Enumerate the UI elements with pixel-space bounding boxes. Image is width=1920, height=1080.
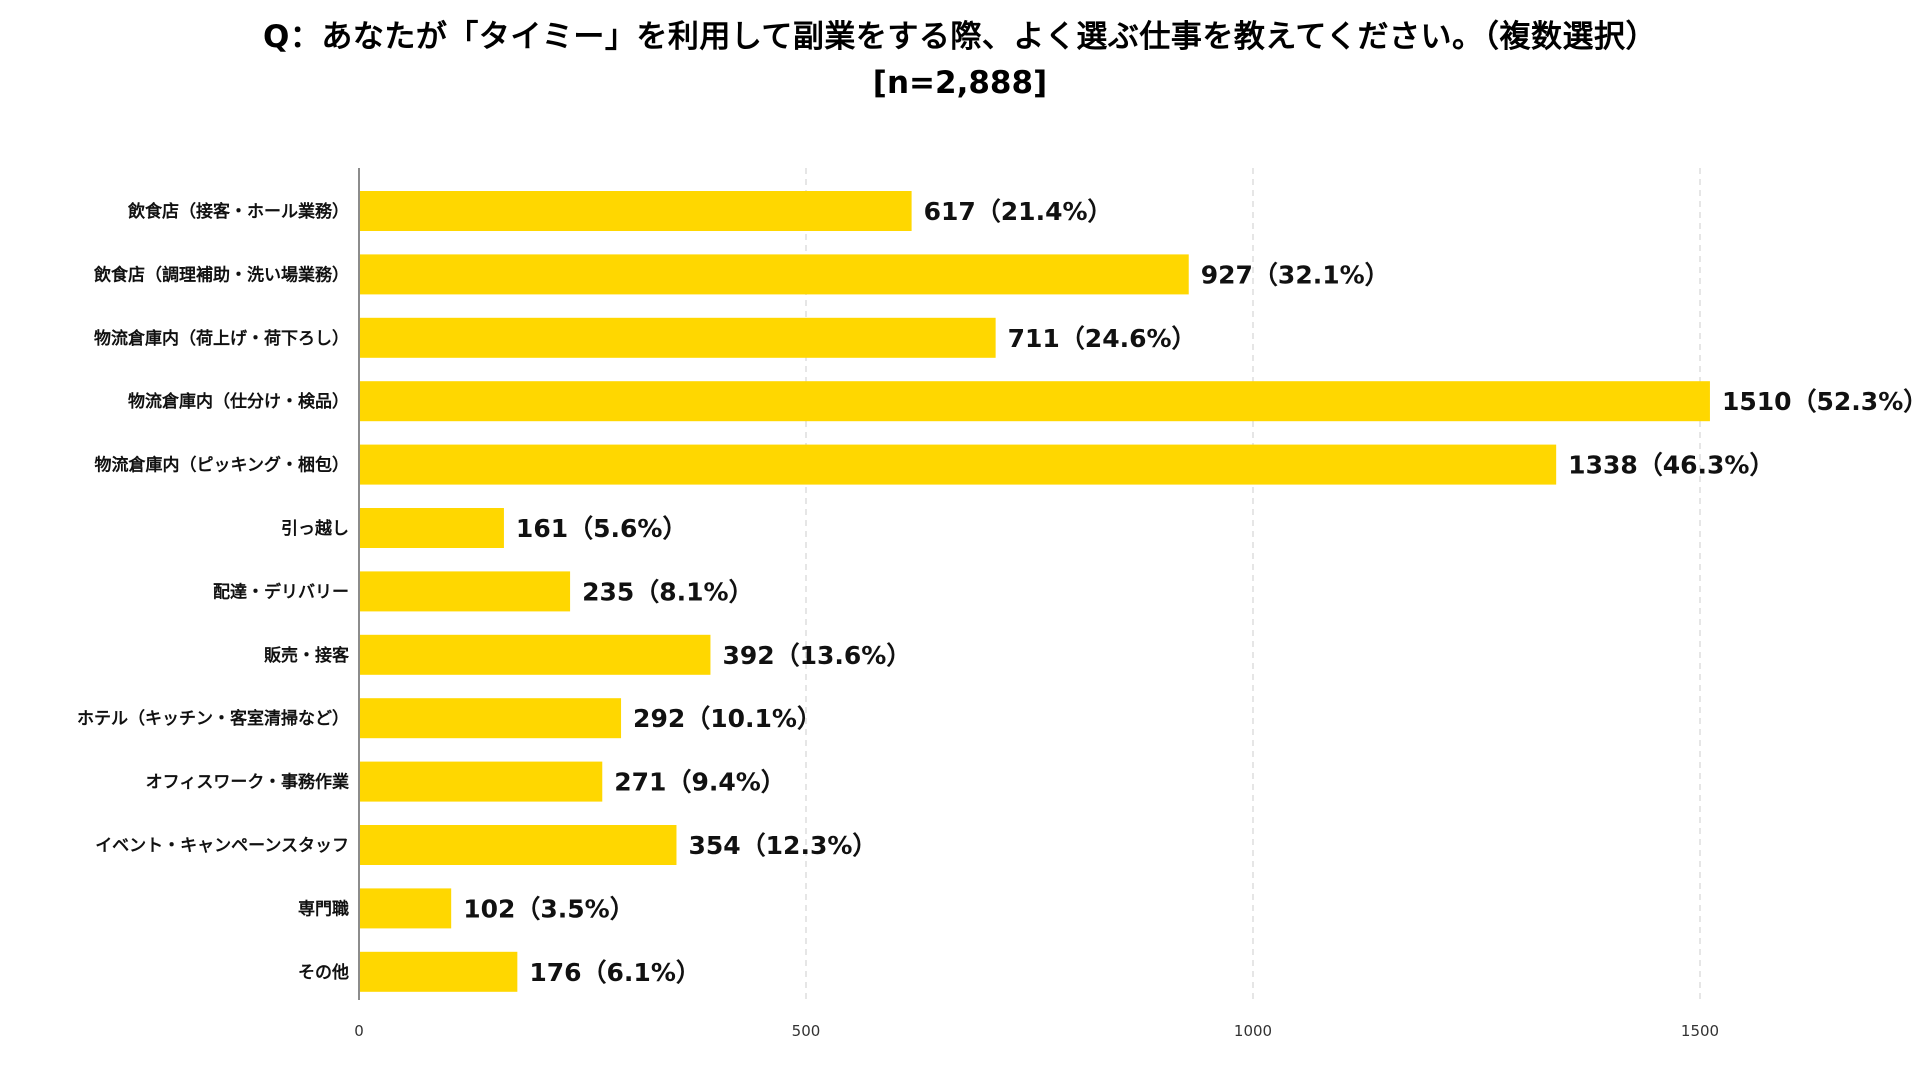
category-label: イベント・キャンペーンスタッフ [95,836,349,856]
bar [360,508,504,548]
x-tick-label: 0 [354,1022,364,1040]
data-label: 176（6.1%） [529,958,701,987]
category-label: その他 [298,962,349,983]
bar [360,888,452,929]
x-tick-label: 1000 [1234,1022,1272,1040]
category-label: 引っ越し [281,518,349,539]
ticks-layer: 0 500 1000 1500 [354,1022,1719,1040]
bar [360,825,677,865]
category-label: 飲食店（調理補助・洗い場業務） [93,264,349,285]
bar [360,634,711,675]
data-label: 711（24.6%） [1008,324,1197,353]
category-label: 専門職 [298,898,349,919]
x-tick-label: 1500 [1681,1022,1719,1040]
category-label: ホテル（キッチン・客室清掃など） [77,708,349,729]
category-label: 物流倉庫内（ピッキング・梱包） [95,455,350,476]
category-label: オフィスワーク・事務作業 [146,772,349,793]
x-tick-label: 500 [792,1022,821,1040]
bar [360,698,622,739]
data-label: 1510（52.3%） [1722,387,1920,416]
category-label: 販売・接客 [264,645,350,666]
data-label: 354（12.3%） [688,831,877,860]
data-label: 271（9.4%） [614,768,786,797]
data-label: 235（8.1%） [582,577,754,606]
bar [360,317,996,358]
category-label: 飲食店（接客・ホール業務） [127,201,349,222]
bar [360,381,1710,422]
chart-title-block: Q：あなたが「タイミー」を利用して副業をする際、よく選ぶ仕事を教えてください。（… [0,14,1920,106]
bar [360,191,912,231]
bar [360,761,603,802]
chart-subtitle: [n=2,888] [872,65,1048,101]
data-label: 161（5.6%） [516,514,688,543]
data-label: 1338（46.3%） [1568,451,1774,480]
bar [360,254,1189,295]
bar [360,444,1557,485]
labels-layer: 飲食店（接客・ホール業務） 617（21.4%） 飲食店（調理補助・洗い場業務） 92… [77,197,1920,987]
data-label: 292（10.1%） [633,704,822,733]
bars-layer [360,191,1710,992]
chart-title: Q：あなたが「タイミー」を利用して副業をする際、よく選ぶ仕事を教えてください。（… [263,19,1657,55]
grid-layer [358,168,1701,1000]
bar [360,571,571,612]
data-label: 392（13.6%） [722,641,911,670]
data-label: 927（32.1%） [1201,260,1390,289]
category-label: 物流倉庫内（仕分け・検品） [128,391,349,412]
data-label: 102（3.5%） [463,894,635,923]
bar [360,951,518,992]
category-label: 物流倉庫内（荷上げ・荷下ろし） [94,328,349,349]
data-label: 617（21.4%） [924,197,1113,226]
category-label: 配達・デリバリー [213,581,349,602]
